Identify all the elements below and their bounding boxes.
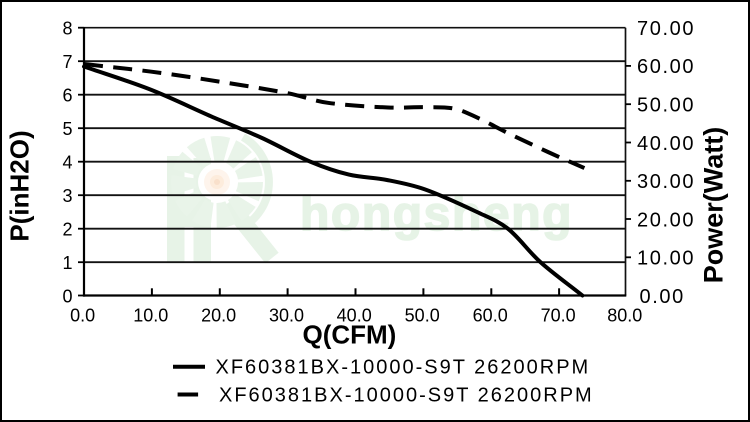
svg-text:hongsheng: hongsheng: [300, 188, 573, 241]
svg-text:1: 1: [62, 253, 72, 273]
svg-text:70.0: 70.0: [541, 306, 576, 326]
svg-text:80.0: 80.0: [607, 306, 642, 326]
svg-text:70.00: 70.00: [637, 18, 695, 40]
svg-text:10.00: 10.00: [637, 248, 695, 270]
svg-text:3: 3: [62, 186, 72, 206]
svg-text:10.0: 10.0: [133, 306, 168, 326]
svg-text:7: 7: [62, 52, 72, 72]
svg-text:Q(CFM): Q(CFM): [302, 320, 396, 350]
svg-text:0.00: 0.00: [640, 286, 685, 308]
svg-text:20.0: 20.0: [201, 306, 236, 326]
svg-text:50.0: 50.0: [405, 306, 440, 326]
svg-text:50.00: 50.00: [637, 95, 695, 117]
svg-text:XF60381BX-10000-S9T 26200RPM: XF60381BX-10000-S9T 26200RPM: [216, 356, 591, 378]
svg-text:4: 4: [62, 153, 72, 173]
svg-text:20.00: 20.00: [637, 209, 695, 231]
svg-text:60.00: 60.00: [637, 56, 695, 78]
svg-text:30.0: 30.0: [269, 306, 304, 326]
svg-text:2: 2: [62, 220, 72, 240]
svg-text:0.0: 0.0: [70, 306, 95, 326]
svg-text:0: 0: [62, 287, 72, 307]
svg-text:40.0: 40.0: [337, 306, 372, 326]
svg-text:8: 8: [62, 19, 72, 39]
svg-text:5: 5: [62, 119, 72, 139]
svg-text:60.0: 60.0: [473, 306, 508, 326]
svg-text:30.00: 30.00: [637, 171, 695, 193]
svg-text:XF60381BX-10000-S9T 26200RPM: XF60381BX-10000-S9T 26200RPM: [219, 384, 594, 406]
svg-text:40.00: 40.00: [637, 133, 695, 155]
svg-text:Power(Watt): Power(Watt): [699, 127, 729, 284]
svg-text:6: 6: [62, 86, 72, 106]
svg-text:P(inH2O): P(inH2O): [5, 130, 35, 241]
